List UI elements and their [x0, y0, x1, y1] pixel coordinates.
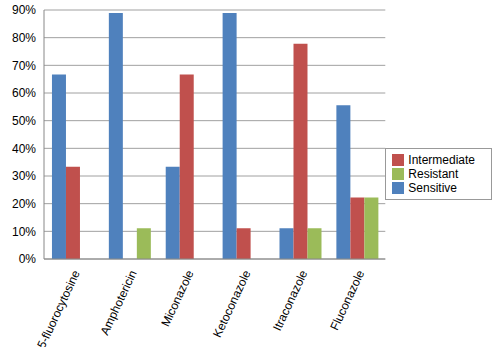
svg-text:Ketoconazole: Ketoconazole	[210, 268, 254, 340]
svg-text:50%: 50%	[12, 114, 36, 128]
svg-text:80%: 80%	[12, 31, 36, 45]
svg-text:Miconazole: Miconazole	[158, 268, 196, 329]
html-text:Resistant: Resistant	[408, 166, 459, 181]
svg-text:60%: 60%	[12, 86, 36, 100]
svg-text:5-fluorocytosine: 5-fluorocytosine	[34, 268, 83, 347]
svg-text:Fluconazole: Fluconazole	[327, 268, 367, 333]
svg-text:90%: 90%	[12, 3, 36, 17]
svg-text:40%: 40%	[12, 142, 36, 156]
svg-text:30%: 30%	[12, 169, 36, 183]
svg-text:0%: 0%	[19, 252, 37, 266]
svg-text:Amphotericin: Amphotericin	[97, 268, 139, 337]
html-text:Intermediate: Intermediate	[408, 152, 475, 167]
html-text:Sensitive: Sensitive	[408, 180, 457, 195]
svg-text:Itraconazole: Itraconazole	[270, 268, 310, 333]
svg-text:70%: 70%	[12, 59, 36, 73]
svg-text:20%: 20%	[12, 197, 36, 211]
svg-text:10%: 10%	[12, 225, 36, 239]
